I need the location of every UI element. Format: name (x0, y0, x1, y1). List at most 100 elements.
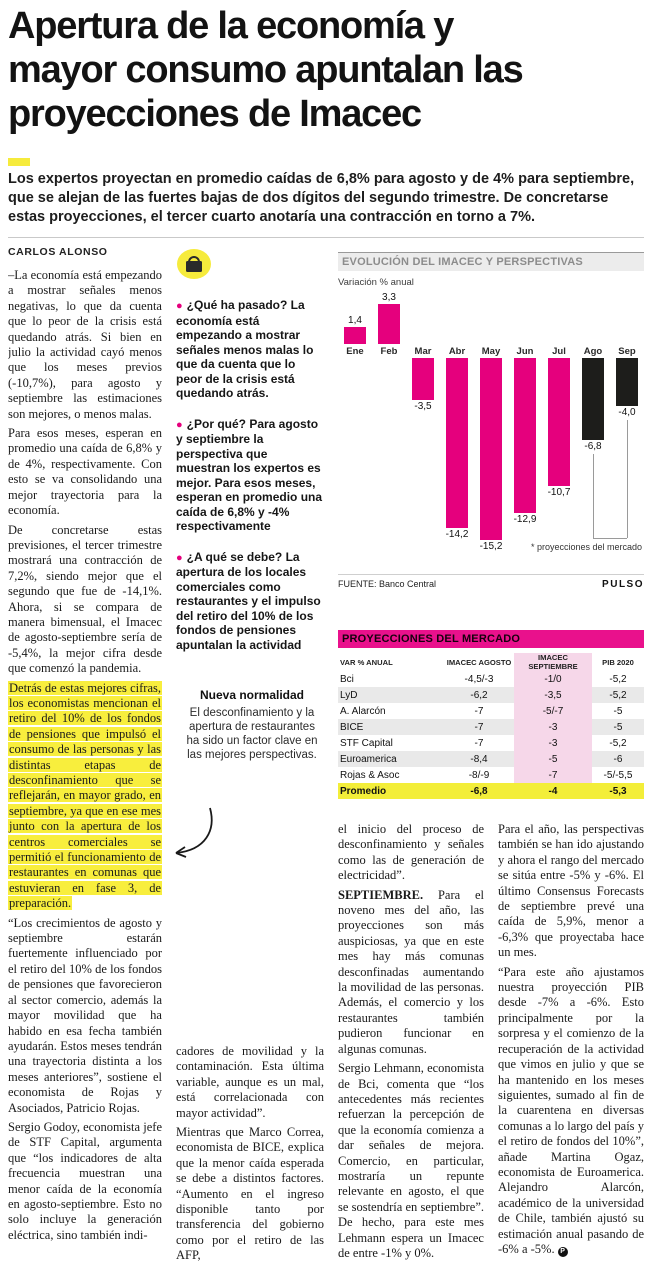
table-cell: -3 (514, 719, 592, 735)
projection-connector (593, 538, 627, 539)
chart-footer: FUENTE: Banco Central PULSO (338, 574, 644, 590)
month-label: Abr (448, 346, 466, 357)
paragraph: Para el año, las perspectivas también se… (498, 822, 644, 960)
table-cell: -5,2 (609, 737, 627, 749)
table-cell: -5/-7 (514, 703, 592, 719)
table-cell: LyD (340, 689, 358, 701)
table-promedio-row: Promedio -6,8 -4 -5,3 (338, 783, 644, 799)
table-cell: Promedio (340, 785, 387, 797)
paragraph: “Para este año ajustamos nuestra proyecc… (498, 964, 644, 1257)
bar-value-label: -10,7 (547, 487, 571, 498)
table-cell: -5 (514, 751, 592, 767)
table-cell: -5,2 (609, 689, 627, 701)
bar-value-label: -4,0 (618, 407, 636, 418)
headline-line: proyecciones de Imacec (8, 93, 422, 135)
table-cell: -5/-5,5 (603, 769, 633, 781)
bullet-icon: ● (176, 418, 183, 431)
byline: CARLOS ALONSO (8, 246, 108, 258)
table-body: VAR % ANUAL IMACEC AGOSTO IMACEC SEPTIEMBR… (338, 653, 644, 799)
bar-value-label: 1,4 (348, 315, 362, 326)
paragraph: “Los crecimientos de agosto y septiembre… (8, 915, 162, 1115)
table-cell: -5 (613, 705, 623, 717)
table-row: Rojas & Asoc -8/-9 -7 -5/-5,5 (338, 767, 644, 783)
table-cell: -8/-9 (468, 769, 490, 781)
imacec-chart: EVOLUCIÓN DEL IMACEC Y PERSPECTIVAS Vari… (338, 252, 644, 590)
table-cell: -8,4 (470, 753, 488, 765)
chart-plot: * proyecciones del mercado Ene 1,4 Feb 3,3 M… (338, 292, 644, 558)
projection-connector (627, 420, 628, 538)
article-column-3: el inicio del proceso de desconfinamient… (338, 822, 484, 1276)
table-cell: -6 (613, 753, 623, 765)
table-row: LyD -6,2 -3,5 -5,2 (338, 687, 644, 703)
headline: Apertura de la economía y mayor consumo … (8, 4, 646, 136)
table-cell: -7 (474, 737, 484, 749)
pull-note: Nueva normalidad El desconfinamiento y l… (182, 688, 322, 762)
month-label: Jun (516, 346, 534, 357)
chart-bar (446, 358, 468, 528)
table-header-row: VAR % ANUAL IMACEC AGOSTO IMACEC SEPTIEMBR… (338, 653, 644, 671)
paragraph: Mientras que Marco Correa, economista de… (176, 1125, 324, 1263)
table-cell: -7 (474, 721, 484, 733)
bar-value-label: 3,3 (382, 292, 396, 303)
month-label: Mar (414, 346, 432, 357)
month-label: Feb (380, 346, 398, 357)
table-cell: -5 (613, 721, 623, 733)
table-cell: -3 (514, 735, 592, 751)
chart-bar (582, 358, 604, 440)
table-cell: -1/0 (514, 671, 592, 687)
market-projections-table: PROYECCIONES DEL MERCADO VAR % ANUAL IMAC… (338, 630, 644, 799)
month-label: Jul (552, 346, 566, 357)
chart-bar (344, 327, 366, 344)
shopping-bag-icon (176, 248, 212, 285)
month-label: Ene (346, 346, 364, 357)
chart-title: EVOLUCIÓN DEL IMACEC Y PERSPECTIVAS (338, 252, 644, 271)
table-cell: A. Alarcón (340, 705, 386, 717)
chart-subtitle: Variación % anual (338, 277, 414, 288)
table-row: Euroamerica -8,4 -5 -6 (338, 751, 644, 767)
table-cell: PIB 2020 (602, 657, 634, 667)
table-cell: -6,8 (470, 785, 488, 797)
table-cell: IMACEC AGOSTO (446, 657, 512, 667)
article-column-4: Para el año, las perspectivas también se… (498, 822, 644, 1276)
pull-note-text: El desconfinamiento y la apertura de res… (186, 707, 318, 761)
table-row: Bci -4,5/-3 -1/0 -5,2 (338, 671, 644, 687)
table-cell: Bci (340, 673, 354, 685)
bullet-icon: ● (176, 300, 183, 312)
bullet-icon: ● (176, 551, 183, 564)
paragraph: SEPTIEMBRE. Para el noveno mes del año, … (338, 887, 484, 1056)
table-cell: Euroamerica (340, 753, 397, 765)
paragraph: De concretarse estas previsiones, el ter… (8, 522, 162, 676)
paragraph: cadores de movilidad y la contaminación.… (176, 1044, 324, 1120)
chart-bar (616, 358, 638, 406)
table-cell: BICE (340, 721, 364, 733)
key-points-list: ● ¿Qué ha pasado? La economía está empeza… (176, 298, 324, 668)
chart-bar (514, 358, 536, 513)
curved-arrow-icon (175, 807, 213, 858)
table-cell: -5,3 (609, 785, 627, 797)
pull-note-title: Nueva normalidad (199, 688, 305, 702)
month-label: Ago (583, 346, 603, 357)
table-title: PROYECCIONES DEL MERCADO (338, 630, 644, 648)
table-cell: STF Capital (340, 737, 393, 749)
article-column-2: cadores de movilidad y la contaminación.… (176, 1044, 324, 1276)
paragraph: el inicio del proceso de desconfinamient… (338, 822, 484, 883)
table-cell: IMACEC SEPTIEMBRE (514, 653, 592, 671)
divider-rule (8, 237, 644, 238)
table-cell: -6,2 (470, 689, 488, 701)
chart-projection-note: * proyecciones del mercado (530, 542, 642, 552)
key-point: ● ¿Por qué? Para agosto y septiembre la p… (176, 416, 323, 534)
headline-line: Apertura de la economía y (8, 5, 454, 47)
projection-connector (593, 454, 594, 538)
table-cell: -7 (474, 705, 484, 717)
lead-highlight-mark (8, 158, 30, 166)
lead-paragraph: Los expertos proyectan en promedio caída… (8, 171, 635, 225)
table-cell: -5,2 (609, 673, 627, 685)
article-column-1: –La economía está empezando a mostrar se… (8, 268, 162, 1276)
table-cell: -3,5 (514, 687, 592, 703)
table-cell: -4 (514, 783, 592, 799)
key-point: ● ¿Qué ha pasado? La economía está empeza… (176, 298, 314, 400)
chart-bar (412, 358, 434, 400)
chart-bar (378, 304, 400, 344)
bar-value-label: -15,2 (479, 541, 503, 552)
